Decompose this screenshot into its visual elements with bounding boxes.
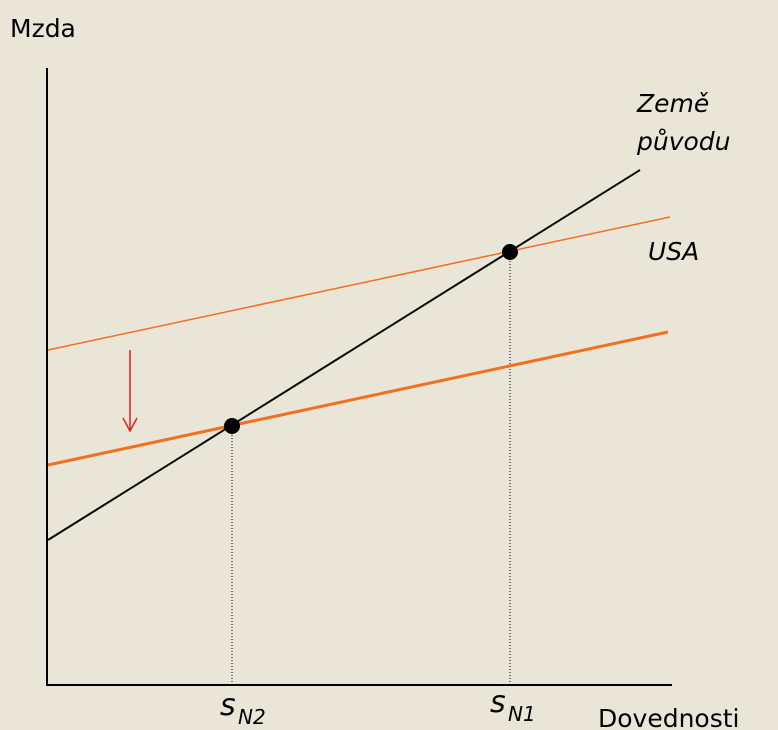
point-subscript: N1 bbox=[508, 702, 536, 726]
shift-arrow-head bbox=[122, 417, 138, 433]
line-label: USA bbox=[648, 237, 699, 266]
line-label: Země bbox=[636, 89, 709, 118]
point-label: s bbox=[220, 688, 236, 723]
y-axis-label: Mzda bbox=[10, 14, 76, 43]
point-subscript: N2 bbox=[238, 705, 266, 729]
usa-line bbox=[47, 216, 671, 351]
intersection-point bbox=[224, 418, 240, 434]
intersection-point bbox=[502, 244, 518, 260]
usa-line-shifted bbox=[47, 330, 669, 467]
point-label: s bbox=[490, 685, 506, 720]
line-label: původu bbox=[636, 127, 731, 156]
origin-line bbox=[47, 169, 641, 541]
x-axis-label: Dovednosti bbox=[598, 704, 740, 730]
